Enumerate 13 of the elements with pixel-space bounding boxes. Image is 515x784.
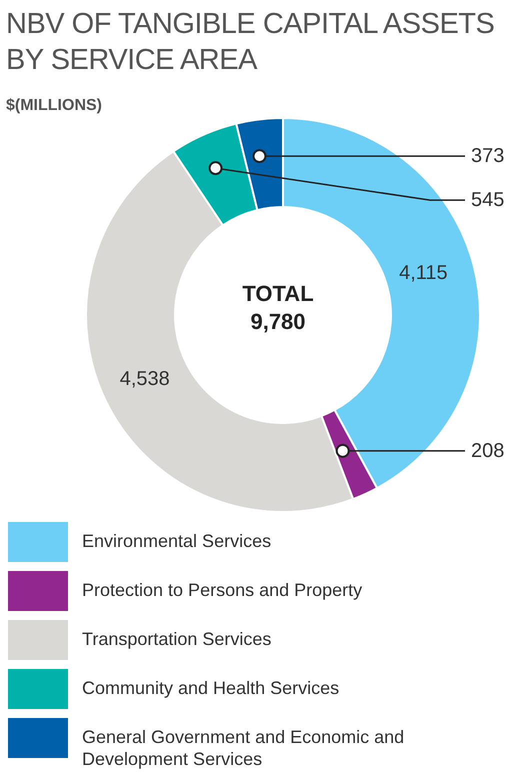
data-label: 4,115 [399,262,448,284]
data-label: 208 [471,440,504,462]
text: TOTAL 9,780 [241,280,315,336]
chart-subtitle: $(MILLIONS) [6,97,102,115]
legend-label: Community and Health Services [82,677,340,699]
legend-label: General Government and Economic and Development Services [82,726,406,770]
legend-label: Environmental Services [82,530,272,552]
data-label: 545 [471,189,504,212]
data-label: 4,538 [120,368,170,390]
data-label: 373 [471,145,504,168]
legend-label: Transportation Services [82,628,272,650]
legend-label: Protection to Persons and Property [82,579,364,601]
chart-title: NBV OF TANGIBLE CAPITAL ASSETS BY SERVICE AREA [6,7,496,78]
